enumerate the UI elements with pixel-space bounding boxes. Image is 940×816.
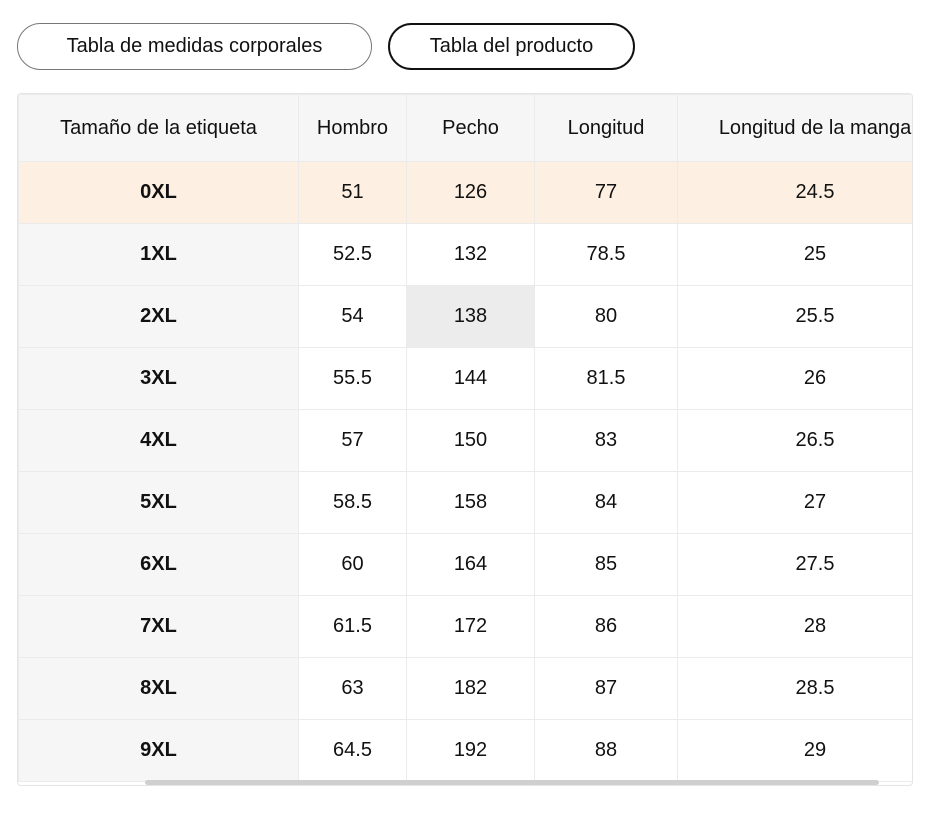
measure-cell: 26 <box>677 347 912 410</box>
measure-cell: 150 <box>406 409 535 472</box>
size-label: 0XL <box>18 161 299 224</box>
scrollbar[interactable] <box>145 780 879 785</box>
measure-cell: 138 <box>406 285 535 348</box>
measure-cell: 25.5 <box>677 285 912 348</box>
table-container: Tamaño de la etiqueta Hombro Pecho Longitud… <box>17 93 913 786</box>
measure-cell: 158 <box>406 471 535 534</box>
measure-cell: 25 <box>677 223 912 286</box>
size-label: 1XL <box>18 223 299 286</box>
table-body: 0XL 51 126 77 24.5 1XL 52.5 132 78.5 25 2XL 54 138 80… <box>18 161 912 782</box>
table-row: 6XL 60 164 85 27.5 <box>18 533 912 596</box>
measure-cell: 58.5 <box>298 471 407 534</box>
header-cell: Longitud <box>534 94 678 162</box>
measure-cell: 26.5 <box>677 409 912 472</box>
size-label: 3XL <box>18 347 299 410</box>
measure-cell: 63 <box>298 657 407 720</box>
measure-cell: 27 <box>677 471 912 534</box>
size-label: 7XL <box>18 595 299 658</box>
table-row: 2XL 54 138 80 25.5 <box>18 285 912 348</box>
measure-cell: 86 <box>534 595 678 658</box>
measure-cell: 172 <box>406 595 535 658</box>
measure-cell: 27.5 <box>677 533 912 596</box>
measure-cell: 85 <box>534 533 678 596</box>
table-row: 5XL 58.5 158 84 27 <box>18 471 912 534</box>
table-row: 9XL 64.5 192 88 29 <box>18 719 912 782</box>
header-cell: Hombro <box>298 94 407 162</box>
table-row: 8XL 63 182 87 28.5 <box>18 657 912 720</box>
size-label: 8XL <box>18 657 299 720</box>
measure-cell: 84 <box>534 471 678 534</box>
table-row: 4XL 57 150 83 26.5 <box>18 409 912 472</box>
measure-cell: 60 <box>298 533 407 596</box>
table-row: 7XL 61.5 172 86 28 <box>18 595 912 658</box>
table-row: 1XL 52.5 132 78.5 25 <box>18 223 912 286</box>
measure-cell: 77 <box>534 161 678 224</box>
measure-cell: 88 <box>534 719 678 782</box>
measure-cell: 126 <box>406 161 535 224</box>
size-label: 4XL <box>18 409 299 472</box>
measure-cell: 164 <box>406 533 535 596</box>
measure-cell: 24.5 <box>677 161 912 224</box>
size-label: 6XL <box>18 533 299 596</box>
measure-cell: 132 <box>406 223 535 286</box>
size-label: 5XL <box>18 471 299 534</box>
table-row: 0XL 51 126 77 24.5 <box>18 161 912 224</box>
measure-cell: 61.5 <box>298 595 407 658</box>
tab-product[interactable]: Tabla del producto <box>388 23 635 70</box>
header-cell: Longitud de la manga <box>677 94 912 162</box>
measure-cell: 87 <box>534 657 678 720</box>
header-cell: Tamaño de la etiqueta <box>18 94 299 162</box>
measure-cell: 78.5 <box>534 223 678 286</box>
measure-cell: 28 <box>677 595 912 658</box>
measure-cell: 57 <box>298 409 407 472</box>
measure-cell: 28.5 <box>677 657 912 720</box>
size-table: Tamaño de la etiqueta Hombro Pecho Longitud… <box>18 94 912 782</box>
measure-cell: 29 <box>677 719 912 782</box>
measure-cell: 54 <box>298 285 407 348</box>
size-label: 2XL <box>18 285 299 348</box>
measure-cell: 64.5 <box>298 719 407 782</box>
measure-cell: 144 <box>406 347 535 410</box>
measure-cell: 182 <box>406 657 535 720</box>
header-cell: Pecho <box>406 94 535 162</box>
header-row: Tamaño de la etiqueta Hombro Pecho Longitud… <box>18 94 912 162</box>
measure-cell: 81.5 <box>534 347 678 410</box>
measure-cell: 80 <box>534 285 678 348</box>
tab-body-measurements[interactable]: Tabla de medidas corporales <box>17 23 372 70</box>
size-label: 9XL <box>18 719 299 782</box>
measure-cell: 52.5 <box>298 223 407 286</box>
measure-cell: 192 <box>406 719 535 782</box>
measure-cell: 51 <box>298 161 407 224</box>
measure-cell: 55.5 <box>298 347 407 410</box>
table-row: 3XL 55.5 144 81.5 26 <box>18 347 912 410</box>
measure-cell: 83 <box>534 409 678 472</box>
